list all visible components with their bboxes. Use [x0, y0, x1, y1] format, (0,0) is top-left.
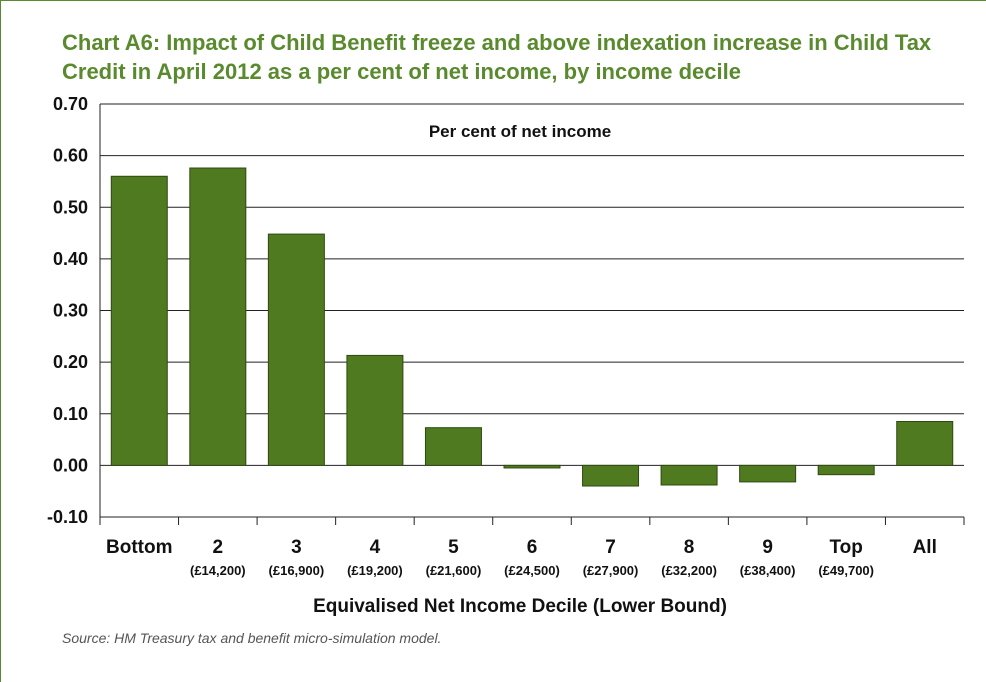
x-category-label: Top [829, 537, 862, 558]
bar-9 [739, 464, 797, 483]
bar-all [896, 420, 954, 466]
y-tick-label: 0.10 [53, 404, 88, 424]
x-category-label: 8 [684, 537, 695, 558]
x-category-label: 5 [448, 537, 459, 558]
bar-5 [424, 427, 482, 466]
x-category-label: All [913, 537, 937, 558]
x-bound-label: (£38,400) [740, 563, 796, 578]
x-bound-label: (£16,900) [269, 563, 325, 578]
y-tick-label: -0.10 [47, 507, 88, 527]
x-bound-label: (£24,500) [504, 563, 560, 578]
x-category-label: 7 [605, 537, 616, 558]
y-tick-label: 0.20 [53, 352, 88, 372]
x-category-label: 4 [370, 537, 381, 558]
x-bound-label: (£32,200) [661, 563, 717, 578]
bar-4 [346, 354, 404, 466]
bar-top [817, 464, 875, 476]
y-tick-label: 0.40 [53, 249, 88, 269]
bar-6 [503, 464, 561, 469]
source-note: Source: HM Treasury tax and benefit micr… [62, 630, 442, 646]
y-tick-label: 0.30 [53, 301, 88, 321]
bar-bottom [110, 175, 168, 466]
x-category-label: 9 [762, 537, 773, 558]
bar-7 [582, 464, 640, 487]
x-category-label: 2 [213, 537, 224, 558]
x-axis-label: Equivalised Net Income Decile (Lower Bou… [313, 596, 727, 617]
x-bound-label: (£27,900) [583, 563, 639, 578]
inner-label: Per cent of net income [429, 122, 611, 141]
x-bound-label: (£49,700) [818, 563, 874, 578]
x-category-label: Bottom [106, 537, 172, 558]
x-bound-label: (£14,200) [190, 563, 246, 578]
y-tick-label: 0.00 [53, 455, 88, 475]
bar-8 [660, 464, 718, 486]
y-tick-label: 0.60 [53, 146, 88, 166]
x-category-label: 6 [527, 537, 538, 558]
bar-2 [189, 167, 247, 466]
x-bound-label: (£21,600) [426, 563, 482, 578]
x-bound-label: (£19,200) [347, 563, 403, 578]
y-tick-label: 0.70 [53, 94, 88, 114]
chart-title: Chart A6: Impact of Child Benefit freeze… [62, 30, 932, 84]
bar-3 [267, 233, 325, 466]
y-tick-label: 0.50 [53, 197, 88, 217]
x-category-label: 3 [291, 537, 302, 558]
